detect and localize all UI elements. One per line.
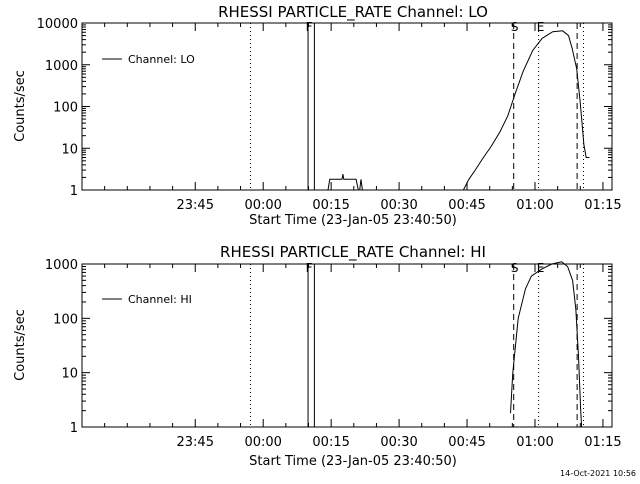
x-tick-label: 01:00 — [516, 435, 553, 450]
x-tick-label: 23:45 — [177, 198, 214, 213]
y-axis-label: Counts/sec — [13, 70, 28, 142]
marker-label-f: F — [306, 261, 313, 275]
x-tick-label: 00:30 — [380, 435, 417, 450]
y-tick-label: 1 — [70, 421, 78, 436]
y-tick-label: 100 — [53, 312, 78, 327]
marker-label-e: E — [537, 20, 545, 34]
x-tick-label: 00:30 — [380, 198, 417, 213]
plot-frame — [81, 22, 613, 191]
panel-lo: RHESSI PARTICLE_RATE Channel: LO 1 10 100 10… — [13, 3, 622, 228]
y-tick-label: 10 — [61, 142, 78, 157]
series-line — [462, 30, 590, 191]
chart-title: RHESSI PARTICLE_RATE Channel: LO — [218, 3, 488, 22]
x-tick-label: 00:00 — [244, 435, 281, 450]
panel-hi: RHESSI PARTICLE_RATE Channel: HI 1 10 100 10… — [13, 243, 622, 469]
y-tick-label: 1000 — [45, 59, 78, 74]
marker-label-f: F — [306, 20, 313, 34]
x-tick-label: 00:15 — [312, 198, 349, 213]
x-tick-label: 00:45 — [448, 435, 485, 450]
plot-frame — [81, 263, 613, 428]
y-tick-label: 10 — [61, 367, 78, 382]
y-tick-label: 100 — [53, 101, 78, 116]
chart-title: RHESSI PARTICLE_RATE Channel: HI — [220, 243, 486, 262]
x-tick-label: 00:00 — [244, 198, 281, 213]
x-tick-label: 00:15 — [312, 435, 349, 450]
x-axis-label: Start Time (23-Jan-05 23:40:50) — [249, 213, 457, 228]
series-line — [327, 174, 363, 191]
legend-label: Channel: HI — [128, 293, 192, 306]
series-line — [510, 261, 583, 428]
y-axis-label: Counts/sec — [13, 309, 28, 381]
marker-label-s: S — [511, 261, 519, 275]
x-tick-label: 01:15 — [584, 435, 621, 450]
y-tick-label: 1 — [70, 184, 78, 199]
marker-label-e: E — [537, 261, 545, 275]
x-axis-label: Start Time (23-Jan-05 23:40:50) — [249, 454, 457, 469]
timestamp-label: 14-Oct-2021 10:56 — [560, 469, 636, 478]
y-tick-label: 10000 — [37, 17, 78, 32]
y-tick-label: 1000 — [45, 258, 78, 273]
x-tick-label: 01:15 — [584, 198, 621, 213]
x-tick-label: 00:45 — [448, 198, 485, 213]
x-tick-label: 01:00 — [516, 198, 553, 213]
x-tick-label: 23:45 — [177, 435, 214, 450]
legend-label: Channel: LO — [128, 53, 195, 66]
marker-label-s: S — [511, 20, 519, 34]
